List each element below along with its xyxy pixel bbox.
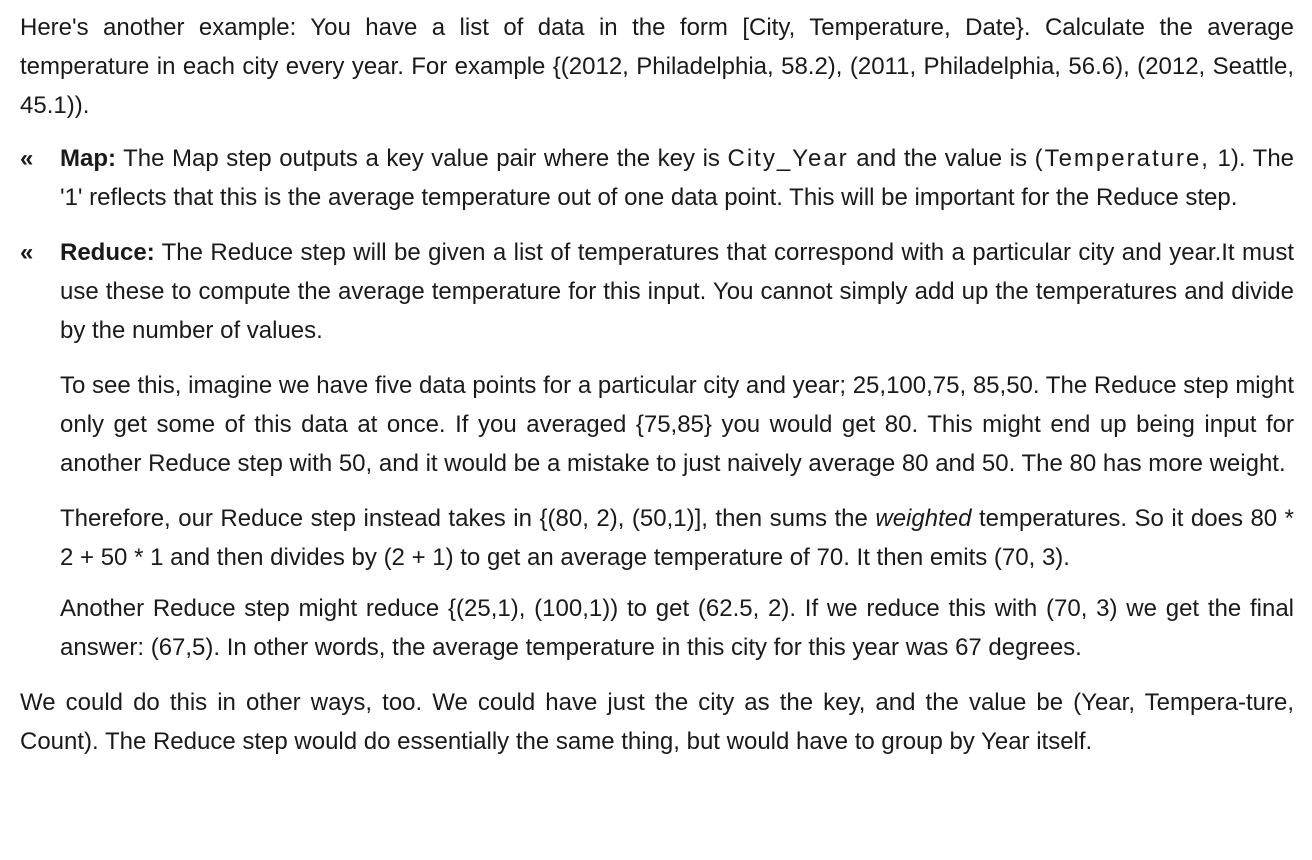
reduce-label: Reduce: bbox=[60, 239, 155, 266]
bullet-mark: « bbox=[20, 239, 34, 266]
intro-paragraph: Here's another example: You have a list … bbox=[20, 14, 1294, 119]
map-bullet: « Map: The Map step outputs a key value … bbox=[20, 139, 1294, 217]
reduce-bullet: « Reduce: The Reduce step will be given … bbox=[20, 233, 1294, 350]
map-value: (Temperature, bbox=[1034, 145, 1210, 172]
reduce-para3-before: Therefore, our Reduce step instead takes… bbox=[60, 505, 876, 532]
reduce-para3-emphasis: weighted bbox=[875, 505, 972, 532]
map-key: City_Year bbox=[727, 145, 849, 172]
reduce-paragraph-4: Another Reduce step might reduce {(25,1)… bbox=[60, 595, 1294, 661]
map-text-before: The Map step outputs a key value pair wh… bbox=[116, 145, 728, 172]
reduce-paragraph-3: Therefore, our Reduce step instead takes… bbox=[20, 499, 1294, 577]
reduce-para3-after: temperatures. So it does 80 * 2 + 50 * 1… bbox=[60, 505, 1295, 571]
bullet-mark: « bbox=[20, 145, 34, 172]
reduce-text: The Reduce step will be given a list of … bbox=[60, 239, 1294, 344]
map-label: Map: bbox=[60, 145, 116, 172]
reduce-paragraph-2: To see this, imagine we have five data p… bbox=[60, 372, 1294, 477]
closing-paragraph: We could do this in other ways, too. We … bbox=[20, 689, 1294, 755]
map-text-after: 1). The '1' reflects that this is the av… bbox=[60, 145, 1295, 211]
map-text-middle: and the value is bbox=[848, 145, 1035, 172]
